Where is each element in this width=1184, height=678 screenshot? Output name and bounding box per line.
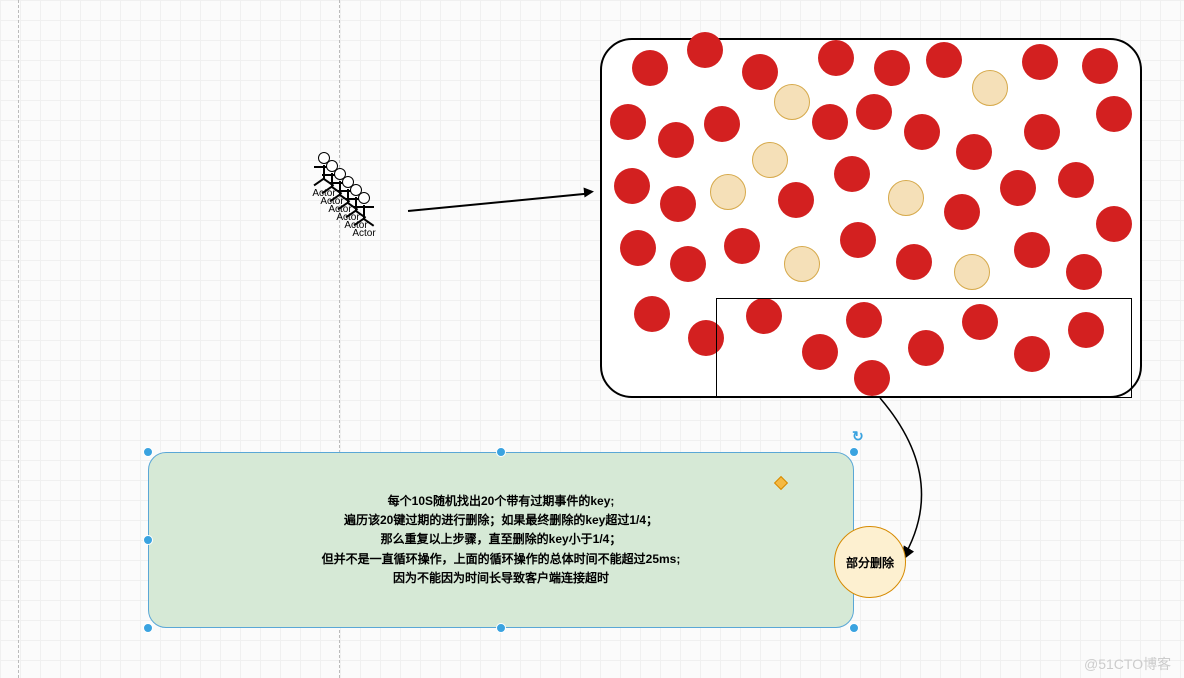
selection-handle[interactable] bbox=[496, 447, 506, 457]
selection-handle[interactable] bbox=[496, 623, 506, 633]
selection-handle[interactable] bbox=[143, 535, 153, 545]
textbox-line: 那么重复以上步骤，直至删除的key小于1/4； bbox=[381, 530, 622, 549]
rotate-handle[interactable]: ↻ bbox=[852, 428, 866, 442]
watermark: @51CTO博客 bbox=[1084, 654, 1171, 674]
textbox-line: 遍历该20键过期的进行删除；如果最终删除的key超过1/4； bbox=[344, 511, 658, 530]
textbox-content: 每个10S随机找出20个带有过期事件的key;遍历该20键过期的进行删除；如果最… bbox=[149, 453, 853, 627]
result-label: 部分删除 bbox=[846, 554, 894, 571]
selection-handle[interactable] bbox=[849, 623, 859, 633]
result-node: 部分删除 bbox=[834, 526, 906, 598]
diagram-canvas[interactable]: ActorActorActorActorActorActor 每个10S随机找出… bbox=[0, 0, 1184, 678]
description-textbox[interactable]: 每个10S随机找出20个带有过期事件的key;遍历该20键过期的进行删除；如果最… bbox=[148, 452, 854, 628]
selection-handle[interactable] bbox=[143, 447, 153, 457]
selection-handle[interactable] bbox=[849, 447, 859, 457]
selection-handle[interactable] bbox=[143, 623, 153, 633]
textbox-line: 但并不是一直循环操作，上面的循环操作的总体时间不能超过25ms; bbox=[322, 550, 681, 569]
textbox-line: 因为不能因为时间长导致客户端连接超时 bbox=[393, 569, 609, 588]
textbox-line: 每个10S随机找出20个带有过期事件的key; bbox=[388, 492, 615, 511]
